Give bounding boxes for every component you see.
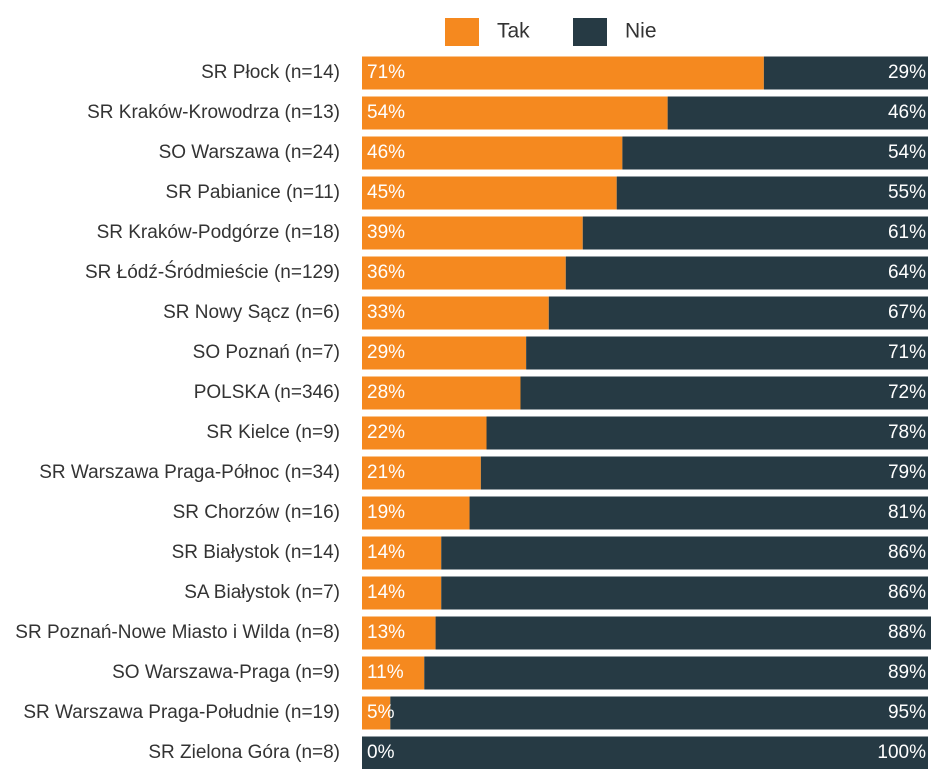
bar-segment <box>362 216 583 250</box>
category-label: POLSKA (n=346) <box>194 382 340 403</box>
value-label: 5% <box>367 702 395 723</box>
bar-segment <box>362 736 928 769</box>
bar-segment <box>362 496 470 530</box>
value-label: 79% <box>888 462 926 483</box>
bar-segment <box>469 496 928 530</box>
value-label: 33% <box>367 302 405 323</box>
value-label: 14% <box>367 582 405 603</box>
bar-segment <box>763 56 928 90</box>
value-label: 64% <box>888 262 926 283</box>
bar-segment <box>362 536 442 570</box>
value-label: 86% <box>888 582 926 603</box>
bar-segment <box>362 296 549 330</box>
category-label: SR Łódź-Śródmieście (n=129) <box>85 261 340 283</box>
value-label: 13% <box>367 622 405 643</box>
value-label: 89% <box>888 662 926 683</box>
category-label: SR Kielce (n=9) <box>206 422 340 443</box>
bar-segment <box>362 256 566 290</box>
value-label: 36% <box>367 262 405 283</box>
category-label: SR Warszawa Praga-Południe (n=19) <box>23 702 340 723</box>
value-label: 78% <box>888 422 926 443</box>
bar-segment <box>667 96 928 130</box>
value-label: 45% <box>367 182 405 203</box>
bar-segment <box>362 696 391 730</box>
category-label: SO Poznań (n=7) <box>193 342 340 363</box>
bar-segment <box>441 536 928 570</box>
bar-segment <box>622 136 928 170</box>
category-label: SR Kraków-Krowodrza (n=13) <box>87 102 340 123</box>
bar-segment <box>526 336 928 370</box>
value-label: 67% <box>888 302 926 323</box>
value-label: 39% <box>367 222 405 243</box>
value-label: 29% <box>888 62 926 83</box>
category-label: SR Chorzów (n=16) <box>173 502 340 523</box>
value-label: 100% <box>877 742 926 763</box>
category-label: SR Zielona Góra (n=8) <box>148 742 340 763</box>
bar-segment <box>362 416 487 450</box>
bar-segment <box>390 696 928 730</box>
bar-segment <box>362 176 617 210</box>
category-label: SR Pabianice (n=11) <box>166 182 340 203</box>
legend-swatch <box>445 18 479 46</box>
category-label: SR Warszawa Praga-Północ (n=34) <box>39 462 340 483</box>
category-label: SO Warszawa (n=24) <box>159 142 340 163</box>
bar-segment <box>362 576 442 610</box>
bar-segment <box>362 336 527 370</box>
legend-swatch <box>573 18 607 46</box>
category-label: SR Białystok (n=14) <box>172 542 340 563</box>
value-label: 46% <box>367 142 405 163</box>
bar-segment <box>424 656 928 690</box>
value-label: 11% <box>367 662 404 683</box>
category-label: SR Kraków-Podgórze (n=18) <box>97 222 340 243</box>
bar-segment <box>435 616 931 650</box>
value-label: 14% <box>367 542 405 563</box>
category-label: SR Płock (n=14) <box>201 62 340 83</box>
bar-segment <box>480 456 928 490</box>
bar-segment <box>362 56 764 90</box>
bar-segment <box>362 376 521 410</box>
category-label: SO Warszawa-Praga (n=9) <box>112 662 340 683</box>
value-label: 95% <box>888 702 926 723</box>
bar-segment <box>520 376 928 410</box>
value-label: 54% <box>367 102 405 123</box>
bar-segment <box>362 136 623 170</box>
category-label: SR Nowy Sącz (n=6) <box>163 302 340 323</box>
value-label: 0% <box>367 742 395 763</box>
legend-label: Nie <box>625 20 657 43</box>
value-label: 72% <box>888 382 926 403</box>
value-label: 81% <box>888 502 926 523</box>
bar-segment <box>582 216 928 250</box>
value-label: 54% <box>888 142 926 163</box>
value-label: 55% <box>888 182 926 203</box>
bar-segment <box>362 456 481 490</box>
value-label: 86% <box>888 542 926 563</box>
value-label: 71% <box>367 62 405 83</box>
value-label: 29% <box>367 342 405 363</box>
value-label: 88% <box>888 622 926 643</box>
category-label: SA Białystok (n=7) <box>184 582 340 603</box>
bar-segment <box>486 416 928 450</box>
value-label: 28% <box>367 382 405 403</box>
bar-segment <box>362 616 436 650</box>
value-label: 61% <box>888 222 926 243</box>
bar-segment <box>362 656 425 690</box>
value-label: 46% <box>888 102 926 123</box>
value-label: 22% <box>367 422 405 443</box>
legend-label: Tak <box>497 20 530 43</box>
bar-segment <box>362 96 668 130</box>
value-label: 21% <box>367 462 405 483</box>
value-label: 71% <box>888 342 926 363</box>
bar-segment <box>548 296 928 330</box>
bar-segment <box>616 176 928 210</box>
category-label: SR Poznań-Nowe Miasto i Wilda (n=8) <box>15 622 340 643</box>
bar-segment <box>565 256 928 290</box>
bar-segment <box>441 576 928 610</box>
value-label: 19% <box>367 502 405 523</box>
